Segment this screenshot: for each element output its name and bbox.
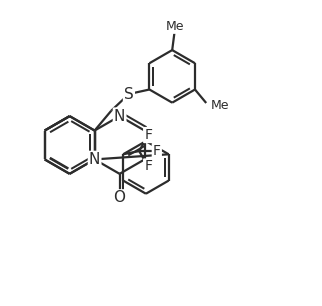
Text: F: F [144,128,152,142]
Text: S: S [124,87,134,102]
Text: N: N [89,152,100,167]
Text: Me: Me [211,99,230,112]
Text: F: F [153,144,161,158]
Text: N: N [114,109,125,124]
Text: O: O [114,190,126,205]
Text: Me: Me [166,20,184,33]
Text: F: F [144,159,152,174]
